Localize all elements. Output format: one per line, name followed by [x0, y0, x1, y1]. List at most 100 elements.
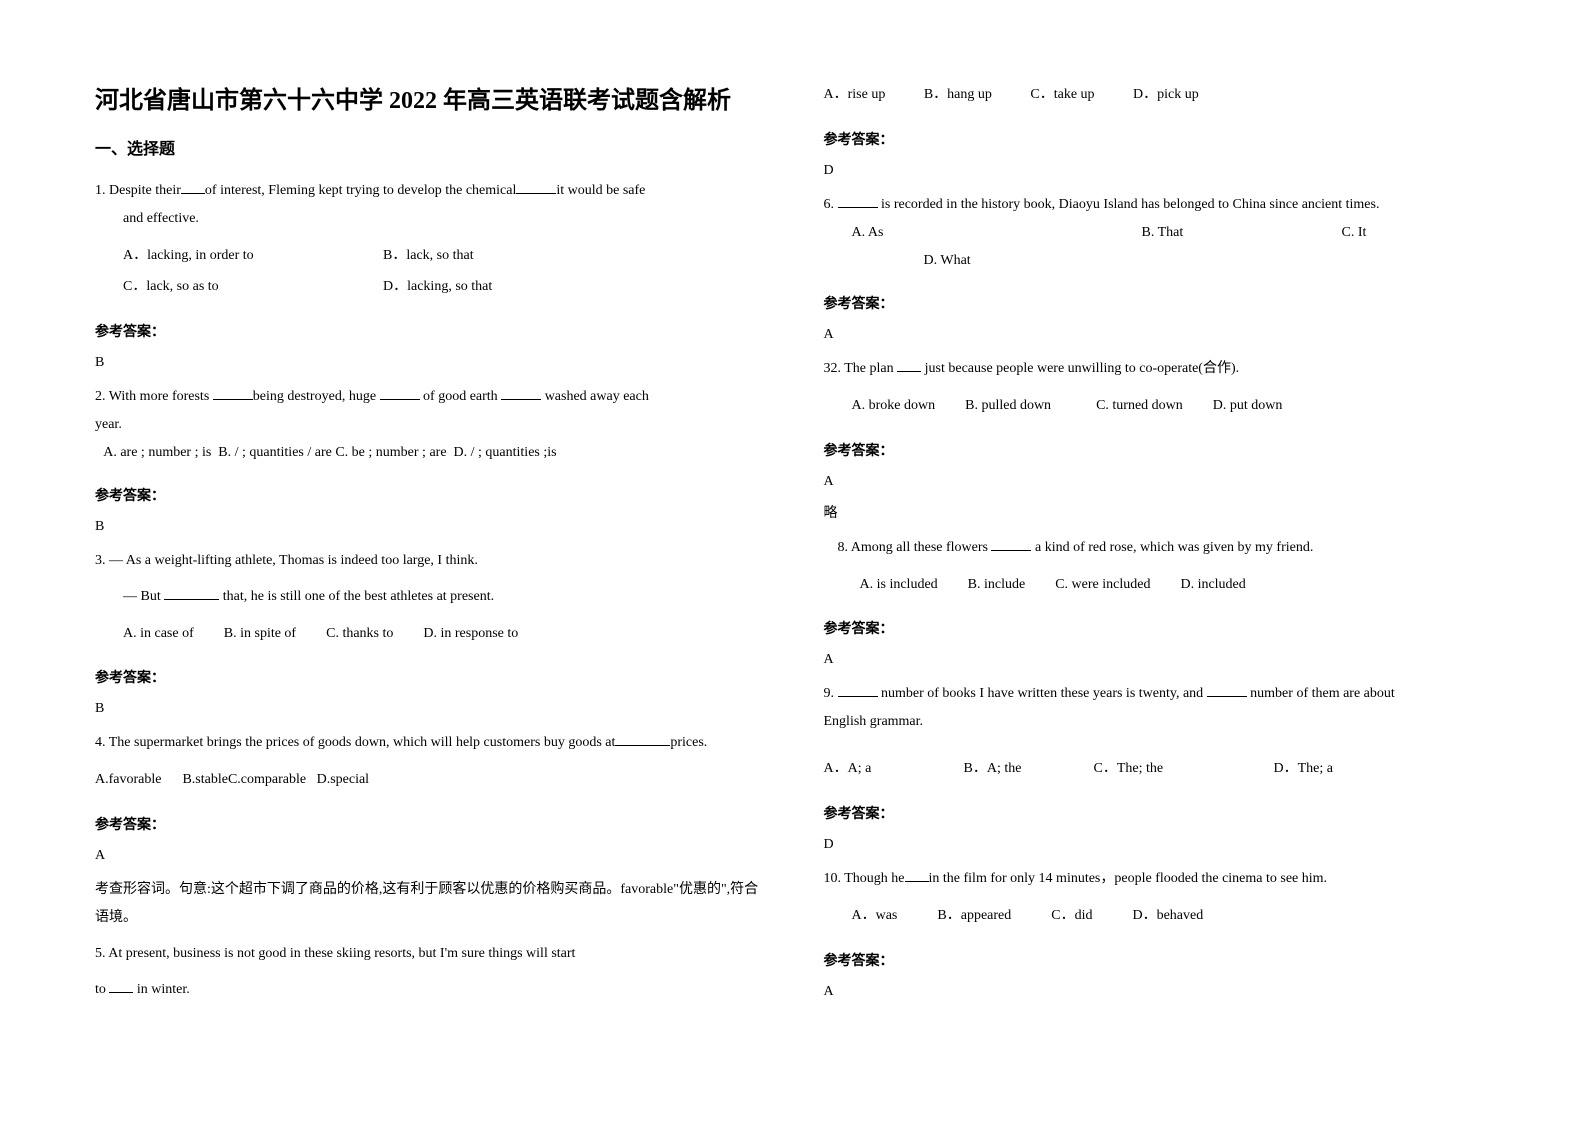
q1-optB: B．lack, so that [383, 241, 474, 272]
answer-label: 参考答案： [95, 321, 764, 341]
q1-line2: and effective. [95, 205, 764, 233]
q10-text: 10. Though he [824, 871, 905, 886]
q8-optC: C. were included [1055, 570, 1150, 601]
blank [380, 399, 420, 400]
q5-text: to [95, 982, 109, 997]
blank [181, 193, 205, 194]
answer-label: 参考答案： [95, 485, 764, 505]
q2-text: being destroyed, huge [253, 389, 380, 404]
answer-7b: 略 [824, 502, 1493, 522]
explanation-4: 考查形容词。句意:这个超市下调了商品的价格,这有利于顾客以优惠的价格购买商品。f… [95, 876, 764, 932]
q10-optA: A．was [852, 901, 898, 932]
q8-optD: D. included [1180, 570, 1245, 601]
q2-text: 2. With more forests [95, 389, 213, 404]
blank [164, 599, 219, 600]
q10-optC: C．did [1051, 901, 1092, 932]
q5-line1: 5. At present, business is not good in t… [95, 940, 764, 968]
question-4: 4. The supermarket brings the prices of … [95, 729, 764, 757]
answer-1: B [95, 355, 764, 371]
question-2: 2. With more forests being destroyed, hu… [95, 383, 764, 467]
answer-label: 参考答案： [824, 129, 1493, 149]
question-3: 3. — As a weight-lifting athlete, Thomas… [95, 547, 764, 611]
answer-5: D [824, 163, 1493, 179]
q5-optB: B．hang up [924, 87, 992, 102]
answer-2: B [95, 519, 764, 535]
answer-label: 参考答案： [824, 440, 1493, 460]
blank [838, 696, 878, 697]
blank [615, 745, 670, 746]
q5-optC: C．take up [1030, 87, 1094, 102]
q8-text: 8. Among all these flowers [838, 540, 992, 555]
blank [501, 399, 541, 400]
q3-optD: D. in response to [423, 619, 518, 650]
q8-options: A. is included B. include C. were includ… [824, 570, 1493, 601]
q5-optA: A．rise up [824, 87, 886, 102]
q2-options: A. are ; number ; is B. / ; quantities /… [95, 439, 764, 467]
question-9: 9. number of books I have written these … [824, 680, 1493, 736]
q4-options: A.favorable B.stableC.comparable D.speci… [95, 765, 764, 796]
q1-optC: C．lack, so as to [123, 272, 383, 303]
q6-optD: D. What [824, 247, 1493, 275]
answer-6: A [824, 327, 1493, 343]
q10-optD: D．behaved [1132, 901, 1203, 932]
q4-text: 4. The supermarket brings the prices of … [95, 735, 615, 750]
answer-4: A [95, 848, 764, 864]
q1-text: 1. Despite their [95, 183, 181, 198]
right-column: A．rise up B．hang up C．take up D．pick up … [824, 80, 1493, 1042]
q9-optD: D．The; a [1274, 754, 1333, 785]
q2-text: of good earth [420, 389, 502, 404]
q3-text: that, he is still one of the best athlet… [219, 589, 494, 604]
q2-text: washed away each [541, 389, 649, 404]
answer-9: D [824, 837, 1493, 853]
blank [905, 881, 929, 882]
q1-text: it would be safe [556, 183, 645, 198]
question-5: 5. At present, business is not good in t… [95, 940, 764, 1004]
question-7: 32. The plan just because people were un… [824, 355, 1493, 383]
blank [516, 193, 556, 194]
answer-3: B [95, 701, 764, 717]
q2-line2: year. [95, 411, 764, 439]
q9-text: 9. [824, 686, 838, 701]
q10-options: A．was B．appeared C．did D．behaved [824, 901, 1493, 932]
answer-label: 参考答案： [824, 618, 1493, 638]
q7-optC: C. turned down [1096, 391, 1183, 422]
q1-options: A．lacking, in order to B．lack, so that C… [95, 241, 764, 303]
q1-optA: A．lacking, in order to [123, 241, 383, 272]
answer-label: 参考答案： [95, 667, 764, 687]
answer-label: 参考答案： [95, 814, 764, 834]
q10-text: in the film for only 14 minutes，people f… [929, 871, 1328, 886]
q9-optA: A．A; a [824, 754, 964, 785]
q9-optC: C．The; the [1094, 754, 1274, 785]
section-heading: 一、选择题 [95, 135, 764, 159]
answer-label: 参考答案： [824, 950, 1493, 970]
q9-text: number of books I have written these yea… [878, 686, 1207, 701]
answer-label: 参考答案： [824, 803, 1493, 823]
question-6: 6. is recorded in the history book, Diao… [824, 191, 1493, 275]
document-title: 河北省唐山市第六十六中学 2022 年高三英语联考试题含解析 [95, 80, 764, 115]
q3-optA: A. in case of [123, 619, 194, 650]
q8-optA: A. is included [860, 570, 938, 601]
question-1: 1. Despite theirof interest, Fleming kep… [95, 177, 764, 233]
q5-optD: D．pick up [1133, 87, 1199, 102]
q7-text: 32. The plan [824, 361, 898, 376]
q6-optB: B. That [1142, 219, 1342, 247]
blank [991, 550, 1031, 551]
q7-optA: A. broke down [852, 391, 936, 422]
q7-optB: B. pulled down [965, 391, 1051, 422]
blank [213, 399, 253, 400]
q3-line1: 3. — As a weight-lifting athlete, Thomas… [95, 547, 764, 575]
blank [897, 371, 921, 372]
q8-optB: B. include [968, 570, 1026, 601]
left-column: 河北省唐山市第六十六中学 2022 年高三英语联考试题含解析 一、选择题 1. … [95, 80, 764, 1042]
q9-text: number of them are about [1247, 686, 1395, 701]
q1-optD: D．lacking, so that [383, 272, 492, 303]
question-8: 8. Among all these flowers a kind of red… [824, 534, 1493, 562]
question-10: 10. Though he in the film for only 14 min… [824, 865, 1493, 893]
blank [838, 207, 878, 208]
q3-options: A. in case of B. in spite of C. thanks t… [95, 619, 764, 650]
q3-optC: C. thanks to [326, 619, 393, 650]
q7-text: just because people were unwilling to co… [921, 361, 1239, 376]
q6-text: 6. [824, 197, 838, 212]
q6-optA: A. As [852, 219, 1142, 247]
answer-label: 参考答案： [824, 293, 1493, 313]
